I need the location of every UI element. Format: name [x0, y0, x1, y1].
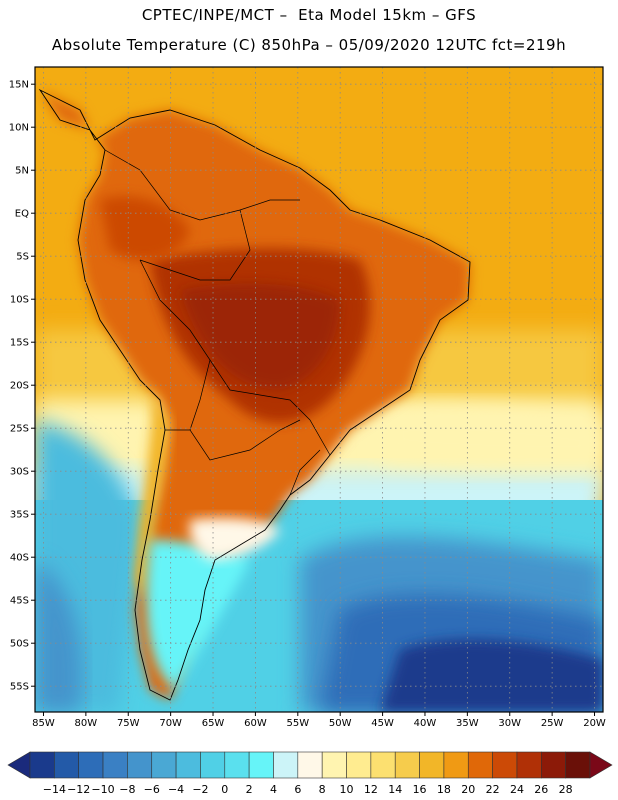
colorbar-label: −8: [119, 783, 135, 796]
colorbar-label: −4: [168, 783, 184, 796]
colorbar-swatch: [346, 751, 372, 779]
colorbar-swatch: [200, 751, 226, 779]
colorbar-label: 4: [270, 783, 277, 796]
coastline: [38, 88, 471, 701]
lon-tick-label: 70W: [159, 718, 182, 729]
colorbar-swatch: [516, 751, 542, 779]
colorbar-swatch: [297, 751, 323, 779]
colorbar-label: 26: [534, 783, 548, 796]
colorbar-label: 16: [413, 783, 427, 796]
colorbar-swatch: [565, 751, 591, 779]
colorbar-label: −10: [91, 783, 114, 796]
lon-tick-label: 55W: [286, 718, 309, 729]
lon-tick-label: 35W: [456, 718, 479, 729]
colorbar-label: 20: [461, 783, 475, 796]
colorbar-label: 2: [246, 783, 253, 796]
colorbar-swatch: [175, 751, 201, 779]
lat-tick-label: 15N: [9, 80, 29, 91]
colorbar-under-arrow: [7, 751, 31, 779]
colorbar-label: 0: [221, 783, 228, 796]
colorbar-over-arrow: [589, 751, 613, 779]
lat-tick-label: 15S: [10, 338, 29, 349]
colorbar-swatch: [419, 751, 445, 779]
colorbar-swatch: [127, 751, 153, 779]
colorbar-swatch: [54, 751, 79, 779]
colorbar-label: 10: [340, 783, 354, 796]
colorbar: −14 −12 −10 −8 −6 −4 −2 0 2 4 6 8 10 12 14 16 18 20 22 24 26…: [7, 751, 613, 796]
colorbar-label: 6: [294, 783, 301, 796]
colorbar-swatch: [492, 751, 518, 779]
colorbar-label: 12: [364, 783, 378, 796]
colorbar-label: −12: [67, 783, 90, 796]
colorbar-swatch: [78, 751, 104, 779]
lat-tick-label: 30S: [10, 467, 29, 478]
lat-tick-label: 5N: [15, 166, 29, 177]
lat-tick-label: 35S: [10, 510, 29, 521]
lat-tick-label: EQ: [15, 209, 29, 220]
lon-tick-label: 80W: [75, 718, 98, 729]
colorbar-label: 24: [510, 783, 524, 796]
colorbar-label: −2: [192, 783, 208, 796]
colorbar-swatch: [443, 751, 469, 779]
lat-tick-label: 40S: [10, 553, 29, 564]
longitude-axis: 85W 80W 75W 70W 65W 60W 55W 50W 45W 40W 35W 30W 25W 2…: [32, 712, 606, 729]
map-title-line2: Absolute Temperature (C) 850hPa – 05/09/…: [51, 36, 567, 54]
colorbar-label: 28: [559, 783, 573, 796]
lon-tick-label: 50W: [329, 718, 352, 729]
lon-tick-label: 75W: [117, 718, 140, 729]
colorbar-swatch: [394, 751, 420, 779]
lon-tick-label: 85W: [32, 718, 55, 729]
lon-tick-label: 25W: [541, 718, 564, 729]
colorbar-swatch: [321, 751, 347, 779]
lat-tick-label: 55S: [10, 682, 29, 693]
lon-tick-label: 30W: [498, 718, 521, 729]
colorbar-swatch: [29, 751, 55, 779]
lon-tick-label: 65W: [202, 718, 225, 729]
colorbar-label: 18: [437, 783, 451, 796]
lat-tick-label: 45S: [10, 596, 29, 607]
lon-tick-label: 45W: [371, 718, 394, 729]
colorbar-swatch: [224, 751, 250, 779]
lat-tick-label: 10N: [9, 123, 29, 134]
colorbar-swatch: [541, 751, 566, 779]
colorbar-swatch: [467, 751, 493, 779]
lon-tick-label: 60W: [244, 718, 267, 729]
lat-tick-label: 20S: [10, 381, 29, 392]
colorbar-swatch: [248, 751, 274, 779]
colorbar-swatch: [102, 751, 128, 779]
colorbar-label: −6: [144, 783, 160, 796]
lat-tick-label: 25S: [10, 424, 29, 435]
colorbar-swatch: [273, 751, 299, 779]
colorbar-swatch: [370, 751, 396, 779]
lon-tick-label: 20W: [583, 718, 606, 729]
colorbar-label: 14: [388, 783, 402, 796]
colorbar-label: 8: [319, 783, 326, 796]
latitude-axis: 15N 10N 5N EQ 5S 10S 15S 20S 25S 30S 35S 40S 45S 50S 5…: [9, 80, 35, 693]
map-frame: [34, 66, 604, 713]
lat-tick-label: 10S: [10, 295, 29, 306]
map-title-line1: CPTEC/INPE/MCT – Eta Model 15km – GFS: [141, 6, 477, 24]
colorbar-swatch: [151, 751, 177, 779]
colorbar-label: 22: [486, 783, 500, 796]
lat-tick-label: 5S: [16, 252, 29, 263]
lat-tick-label: 50S: [10, 639, 29, 650]
lon-tick-label: 40W: [414, 718, 437, 729]
map-field: [35, 67, 603, 712]
country-borders: [104, 149, 331, 496]
colorbar-label: −14: [43, 783, 66, 796]
